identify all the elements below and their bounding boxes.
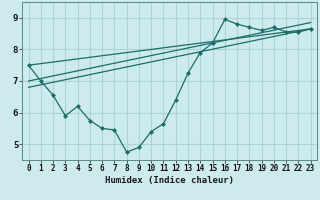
X-axis label: Humidex (Indice chaleur): Humidex (Indice chaleur) bbox=[105, 176, 234, 185]
